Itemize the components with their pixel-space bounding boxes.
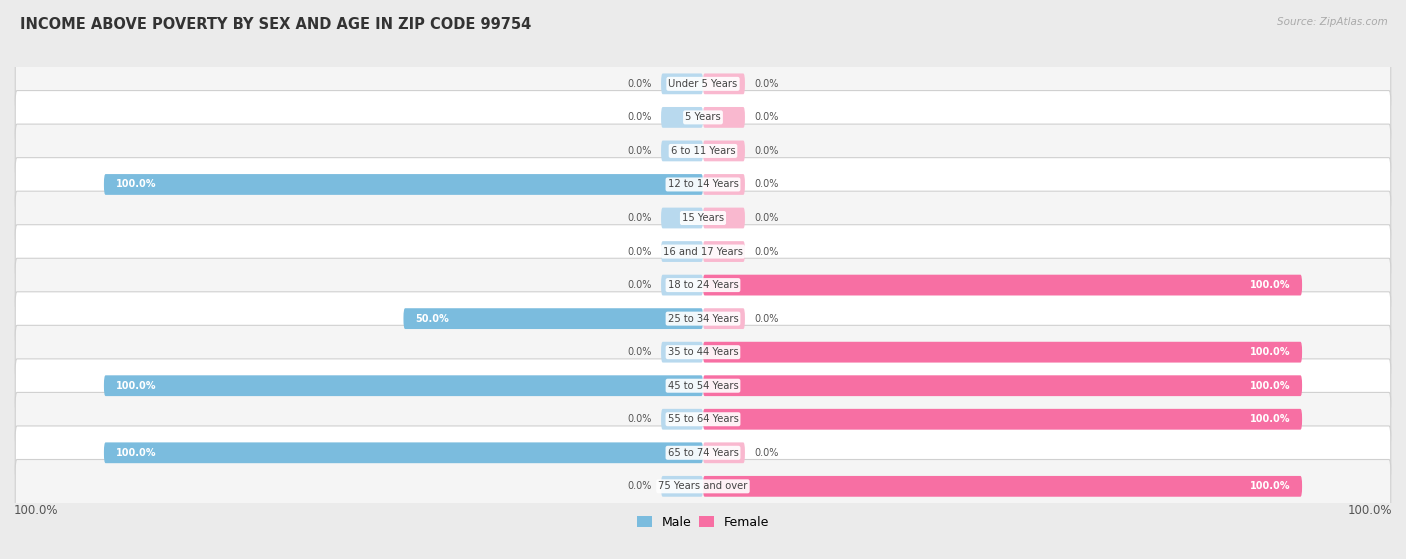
FancyBboxPatch shape [104,375,703,396]
FancyBboxPatch shape [703,107,745,128]
FancyBboxPatch shape [703,409,1302,430]
Text: Under 5 Years: Under 5 Years [668,79,738,89]
Text: 0.0%: 0.0% [627,414,652,424]
Legend: Male, Female: Male, Female [631,511,775,534]
FancyBboxPatch shape [703,274,1302,296]
FancyBboxPatch shape [661,476,703,497]
Text: 0.0%: 0.0% [627,213,652,223]
Text: 0.0%: 0.0% [754,314,779,324]
FancyBboxPatch shape [661,241,703,262]
FancyBboxPatch shape [703,375,1302,396]
FancyBboxPatch shape [703,174,745,195]
FancyBboxPatch shape [15,158,1391,211]
FancyBboxPatch shape [703,342,1302,363]
FancyBboxPatch shape [703,308,745,329]
Text: 0.0%: 0.0% [627,481,652,491]
Text: 100.0%: 100.0% [1250,280,1291,290]
FancyBboxPatch shape [15,459,1391,513]
FancyBboxPatch shape [703,207,745,229]
Text: 45 to 54 Years: 45 to 54 Years [668,381,738,391]
FancyBboxPatch shape [15,392,1391,446]
Text: INCOME ABOVE POVERTY BY SEX AND AGE IN ZIP CODE 99754: INCOME ABOVE POVERTY BY SEX AND AGE IN Z… [20,17,531,32]
Text: 35 to 44 Years: 35 to 44 Years [668,347,738,357]
Text: 100.0%: 100.0% [14,504,59,517]
Text: 100.0%: 100.0% [115,448,156,458]
Text: 15 Years: 15 Years [682,213,724,223]
FancyBboxPatch shape [104,174,703,195]
FancyBboxPatch shape [404,308,703,329]
Text: 0.0%: 0.0% [754,448,779,458]
FancyBboxPatch shape [15,292,1391,345]
Text: 0.0%: 0.0% [627,280,652,290]
Text: 16 and 17 Years: 16 and 17 Years [664,247,742,257]
FancyBboxPatch shape [15,258,1391,312]
Text: 18 to 24 Years: 18 to 24 Years [668,280,738,290]
Text: 12 to 14 Years: 12 to 14 Years [668,179,738,190]
FancyBboxPatch shape [703,140,745,162]
FancyBboxPatch shape [15,325,1391,379]
FancyBboxPatch shape [703,442,745,463]
Text: 25 to 34 Years: 25 to 34 Years [668,314,738,324]
FancyBboxPatch shape [15,426,1391,480]
Text: 0.0%: 0.0% [627,247,652,257]
Text: 100.0%: 100.0% [1250,381,1291,391]
Text: 0.0%: 0.0% [754,79,779,89]
Text: 0.0%: 0.0% [627,347,652,357]
Text: 65 to 74 Years: 65 to 74 Years [668,448,738,458]
FancyBboxPatch shape [661,73,703,94]
Text: 0.0%: 0.0% [754,146,779,156]
Text: 50.0%: 50.0% [415,314,449,324]
Text: 100.0%: 100.0% [115,381,156,391]
Text: 0.0%: 0.0% [754,179,779,190]
Text: 100.0%: 100.0% [1250,481,1291,491]
Text: 55 to 64 Years: 55 to 64 Years [668,414,738,424]
Text: 0.0%: 0.0% [627,112,652,122]
Text: 0.0%: 0.0% [627,146,652,156]
Text: 5 Years: 5 Years [685,112,721,122]
Text: 0.0%: 0.0% [754,247,779,257]
Text: Source: ZipAtlas.com: Source: ZipAtlas.com [1277,17,1388,27]
FancyBboxPatch shape [703,476,1302,497]
Text: 0.0%: 0.0% [754,112,779,122]
FancyBboxPatch shape [661,409,703,430]
FancyBboxPatch shape [661,274,703,296]
FancyBboxPatch shape [15,191,1391,245]
Text: 75 Years and over: 75 Years and over [658,481,748,491]
Text: 0.0%: 0.0% [754,213,779,223]
Text: 6 to 11 Years: 6 to 11 Years [671,146,735,156]
FancyBboxPatch shape [15,57,1391,111]
FancyBboxPatch shape [703,241,745,262]
FancyBboxPatch shape [15,225,1391,278]
FancyBboxPatch shape [15,91,1391,144]
Text: 100.0%: 100.0% [1250,347,1291,357]
Text: 100.0%: 100.0% [1347,504,1392,517]
Text: 100.0%: 100.0% [115,179,156,190]
FancyBboxPatch shape [703,73,745,94]
FancyBboxPatch shape [15,359,1391,413]
Text: 0.0%: 0.0% [627,79,652,89]
FancyBboxPatch shape [104,442,703,463]
Text: 100.0%: 100.0% [1250,414,1291,424]
FancyBboxPatch shape [661,207,703,229]
FancyBboxPatch shape [661,342,703,363]
FancyBboxPatch shape [661,140,703,162]
FancyBboxPatch shape [661,107,703,128]
FancyBboxPatch shape [15,124,1391,178]
